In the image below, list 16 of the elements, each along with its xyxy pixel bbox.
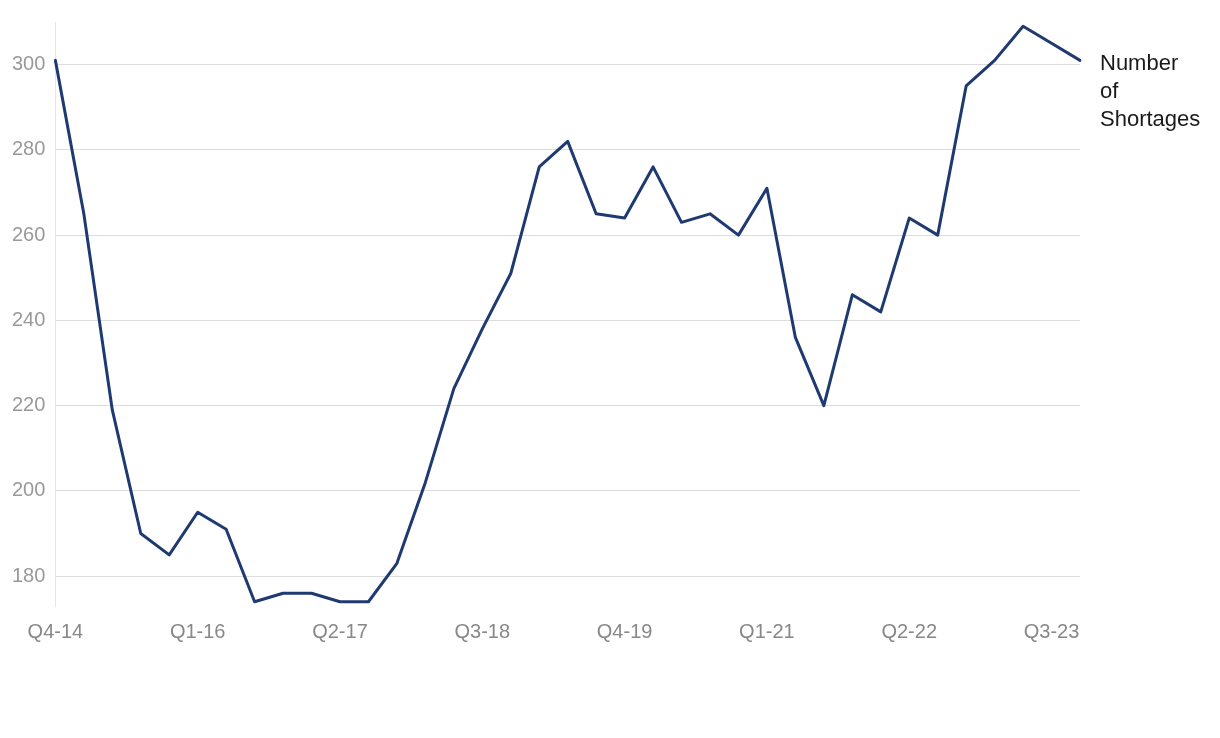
y-tick-label: 260 bbox=[11, 222, 46, 245]
x-tick-label: Q2-22 bbox=[881, 619, 938, 642]
x-tick-label: Q3-23 bbox=[1023, 619, 1080, 642]
y-tick-label: 180 bbox=[11, 563, 46, 586]
y-tick-label: 300 bbox=[11, 52, 46, 75]
x-tick-label: Q1-16 bbox=[169, 619, 226, 642]
y-tick-label: 200 bbox=[11, 478, 46, 501]
x-tick-label: Q4-14 bbox=[27, 619, 84, 642]
x-tick-label: Q2-17 bbox=[312, 619, 368, 642]
y-tick-label: 280 bbox=[11, 137, 46, 160]
series-label: Number of Shortages bbox=[1100, 50, 1201, 132]
x-tick-label: Q4-19 bbox=[596, 619, 653, 642]
y-tick-label: 240 bbox=[11, 307, 46, 330]
x-tick-label: Q3-18 bbox=[454, 619, 511, 642]
y-tick-label: 220 bbox=[11, 393, 46, 416]
x-tick-label: Q1-21 bbox=[739, 619, 795, 642]
